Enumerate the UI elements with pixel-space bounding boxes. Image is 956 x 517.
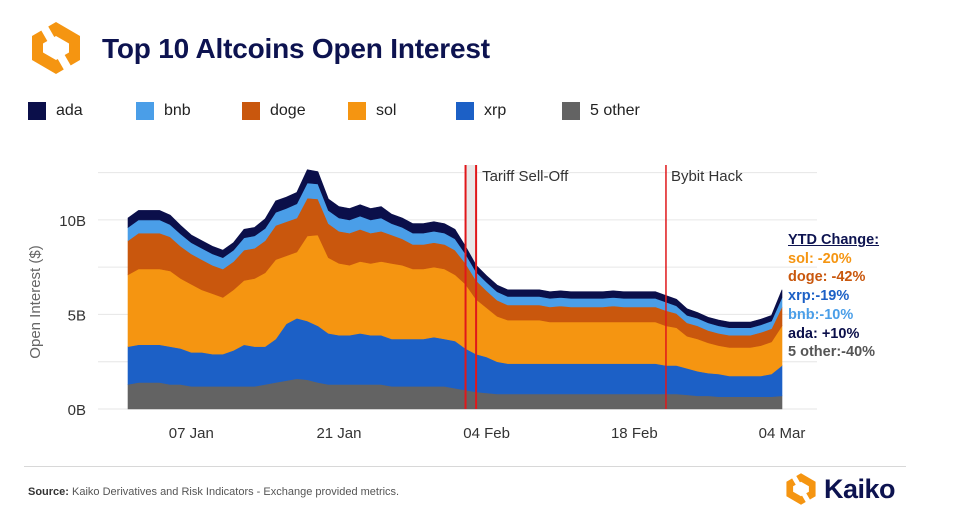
kaiko-brand-text: Kaiko	[824, 473, 896, 504]
event-lines: Tariff Sell-Off Bybit Hack	[464, 165, 743, 409]
y-axis-label: Open Interest ($)	[27, 245, 44, 358]
event-label-tariff-sell-off: Tariff Sell-Off	[482, 168, 569, 185]
legend-item-doge: doge	[242, 100, 306, 122]
legend-swatch-doge	[242, 102, 260, 120]
legend-label-5-other: 5 other	[590, 102, 640, 119]
ytd-change-sol: sol: -20%	[788, 250, 852, 267]
ytd-change-bnb: bnb:-10%	[788, 306, 854, 323]
chart-legend: ada bnb doge sol xrp 5 other	[28, 100, 928, 122]
legend-item-5-other: 5 other	[562, 100, 640, 122]
legend-item-ada: ada	[28, 100, 83, 122]
legend-swatch-5-other	[562, 102, 580, 120]
legend-item-bnb: bnb	[136, 100, 191, 122]
source-text: Kaiko Derivatives and Risk Indicators - …	[72, 486, 400, 498]
chart-axes: 0B 5B 10B Open Interest ($) 07 Jan 21 Jan 04 F…	[27, 213, 805, 442]
x-tick-label: 21 Jan	[316, 425, 361, 442]
ytd-change-ada: ada: +10%	[788, 325, 860, 342]
series-area-ada	[127, 169, 783, 328]
legend-swatch-ada	[28, 102, 46, 120]
ytd-change-title: YTD Change:	[788, 232, 880, 248]
legend-item-sol: sol	[348, 100, 396, 122]
y-tick-label: 0B	[68, 402, 86, 419]
legend-label-xrp: xrp	[484, 102, 507, 119]
ytd-change-5-other: 5 other:-40%	[788, 344, 876, 361]
source-note: Source: Kaiko Derivatives and Risk Indic…	[28, 486, 399, 498]
page-title: Top 10 Altcoins Open Interest	[102, 33, 490, 64]
legend-swatch-bnb	[136, 102, 154, 120]
footer-divider	[24, 466, 906, 467]
legend-label-bnb: bnb	[164, 102, 191, 119]
source-label: Source:	[28, 486, 69, 498]
legend-item-xrp: xrp	[456, 100, 506, 122]
y-tick-label: 5B	[68, 307, 86, 324]
kaiko-brand-icon	[786, 473, 816, 505]
legend-label-sol: sol	[376, 102, 397, 119]
y-tick-label: 10B	[59, 213, 86, 230]
x-tick-label: 04 Feb	[463, 425, 510, 442]
x-tick-label: 04 Mar	[759, 425, 806, 442]
stacked-areas	[127, 169, 783, 410]
legend-label-ada: ada	[56, 102, 83, 119]
legend-swatch-xrp	[456, 102, 474, 120]
ytd-change-doge: doge: -42%	[788, 269, 866, 286]
legend-swatch-sol	[348, 102, 366, 120]
kaiko-brand: Kaiko	[784, 470, 896, 508]
kaiko-logo-icon	[32, 21, 80, 75]
ytd-change-xrp: xrp:-19%	[788, 288, 850, 305]
legend-label-doge: doge	[270, 102, 306, 119]
ytd-change-box: YTD Change: sol: -20% doge: -42% xrp:-19…	[788, 231, 879, 362]
event-label-bybit-hack: Bybit Hack	[671, 168, 743, 185]
x-tick-label: 07 Jan	[169, 425, 214, 442]
x-tick-label: 18 Feb	[611, 425, 658, 442]
